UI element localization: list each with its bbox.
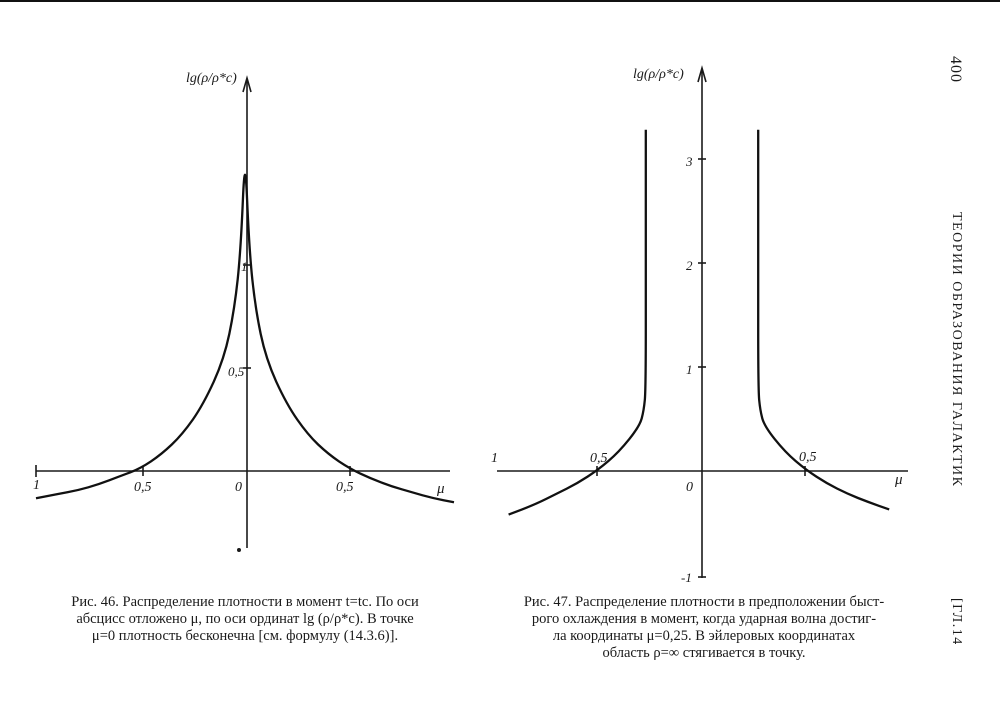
fig46-x-tick-label-0: 0 <box>235 480 242 495</box>
running-head: ТЕОРИИ ОБРАЗОВАНИЯ ГАЛАКТИК <box>949 212 964 488</box>
fig46-y-tick-label-1: 1 <box>241 259 248 274</box>
fig47-x-tick-label-1: 1 <box>491 451 498 466</box>
top-rule <box>0 0 1000 2</box>
fig46-x-axis-label: μ <box>436 481 445 497</box>
fig47-axes <box>497 65 908 578</box>
fig47-x-tick-label-pos05: 0,5 <box>799 450 817 465</box>
fig47-y-axis-label: lg(ρ/ρ*c) <box>633 67 684 82</box>
fig47-y-tick-label-2: 2 <box>686 258 693 273</box>
fig46-caption: Рис. 46. Распределение плотности в момен… <box>36 594 454 645</box>
fig46-y-axis-label: lg(ρ/ρ*c) <box>186 71 237 86</box>
fig47-caption-line-4: область ρ=∞ стягивается в точку. <box>602 645 806 661</box>
fig46-labels: 1 0,5 0 0,5 0,5 1 μ lg(ρ/ρ*c) <box>33 71 445 497</box>
fig47-density-curve-1 <box>508 129 647 516</box>
fig47-caption-line-1: Рис. 47. Распределение плотности в предп… <box>523 594 885 610</box>
fig46-x-tick-label-neg05: 0,5 <box>134 480 152 495</box>
fig46-x-tick-label-1: 1 <box>33 478 40 493</box>
fig47-y-tick-label-neg1: -1 <box>681 570 692 585</box>
page-number: 400 <box>947 56 964 83</box>
fig47-x-tick-label-0: 0 <box>686 480 693 495</box>
fig47-y-tick-label-1: 1 <box>686 362 693 377</box>
fig47-y-arrow <box>697 65 707 83</box>
fig46-x-tick-label-pos05: 0,5 <box>336 480 354 495</box>
fig46-caption-line-3: μ=0 плотность бесконечна [см. формулу (1… <box>91 628 399 644</box>
chapter-label: [ГЛ.14 <box>949 598 964 646</box>
fig46-caption-line-2: абсцисс отложено μ, по оси ординат lg (ρ… <box>76 611 414 627</box>
fig47-curves <box>508 129 890 516</box>
fig46-y-arrow <box>242 75 252 93</box>
fig46-axes <box>35 75 450 552</box>
fig46-stray-dot <box>237 547 242 552</box>
fig47-caption: Рис. 47. Распределение плотности в предп… <box>494 594 914 662</box>
fig47-y-tick-label-3: 3 <box>685 154 693 169</box>
fig47-caption-line-3: ла координаты μ=0,25. В эйлеровых коорди… <box>552 628 856 644</box>
fig46-density-curve-1 <box>35 173 455 504</box>
fig47-density-curve-2 <box>757 129 890 511</box>
fig47-x-axis-label: μ <box>894 472 903 488</box>
fig46-y-tick-label-05: 0,5 <box>228 364 245 379</box>
fig46-caption-line-1: Рис. 46. Распределение плотности в момен… <box>71 594 419 610</box>
fig47-x-tick-label-neg05: 0,5 <box>590 451 608 466</box>
fig47-labels: 1 0,5 0 0,5 -1 1 2 3 μ lg(ρ/ρ*c) <box>491 67 903 585</box>
fig47-caption-line-2: рого охлаждения в момент, когда ударная … <box>531 611 877 627</box>
fig46-curves <box>35 173 455 504</box>
